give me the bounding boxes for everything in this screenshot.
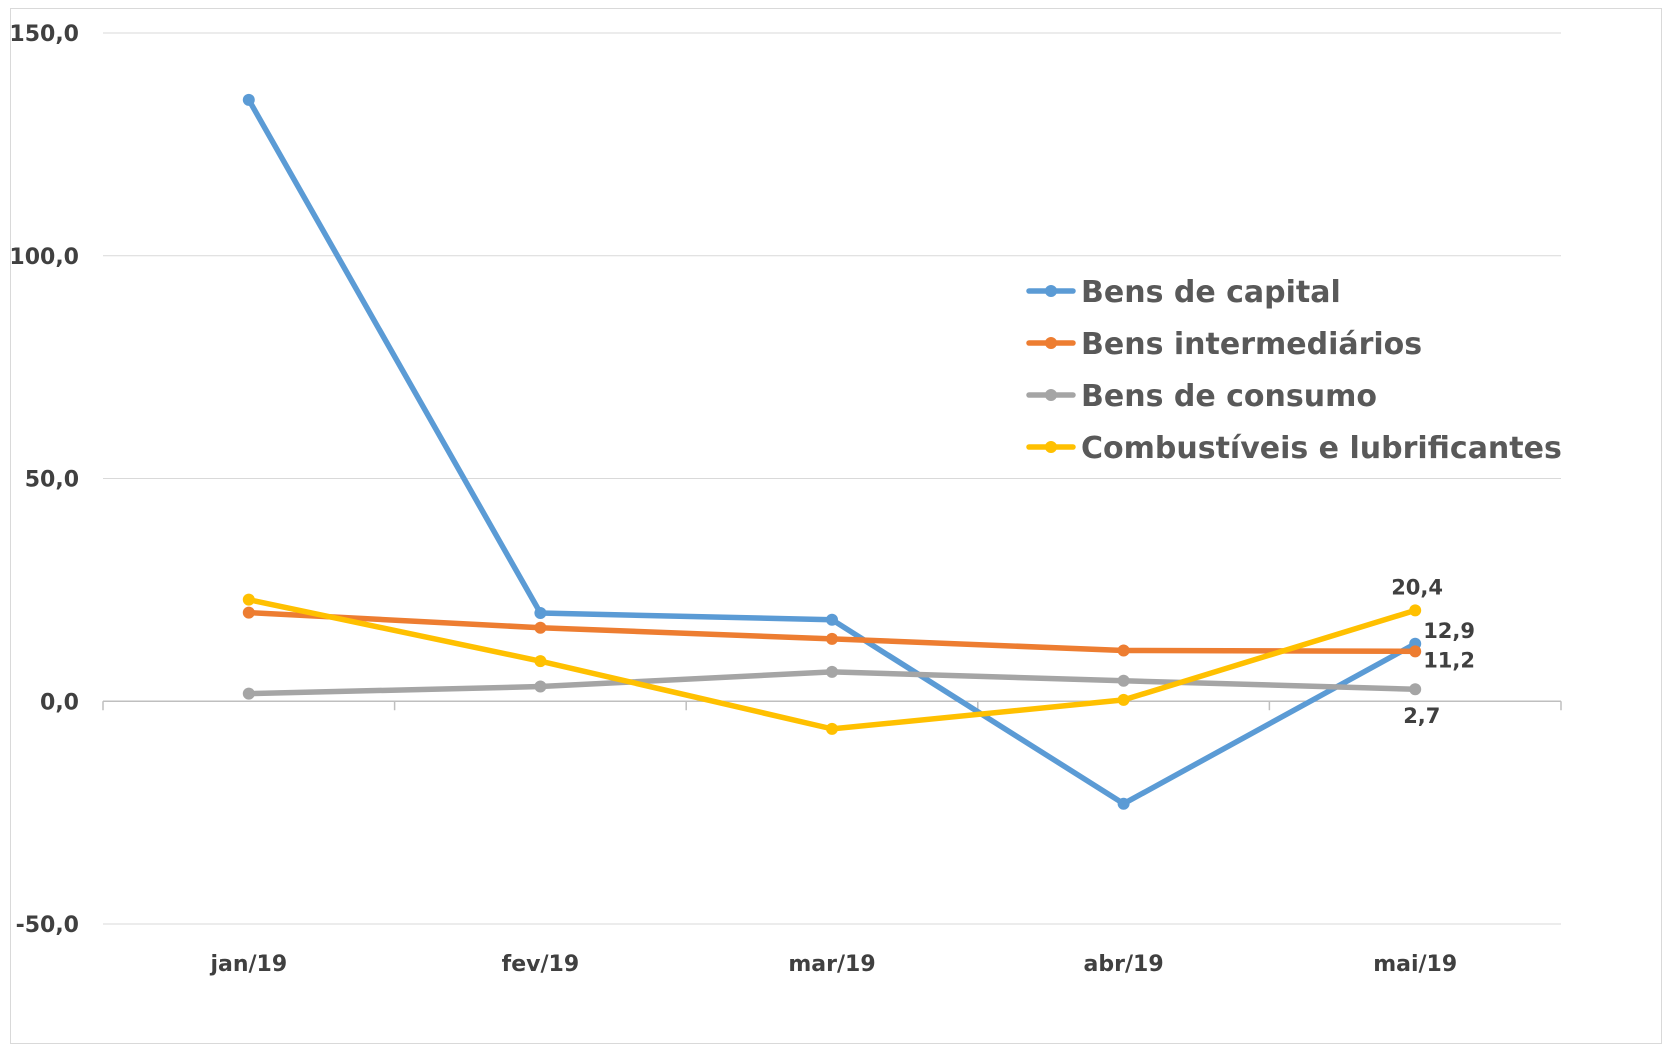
x-tick-label: abr/19	[1084, 952, 1164, 977]
data-point	[242, 687, 255, 700]
y-tick-label: 50,0	[25, 468, 79, 493]
data-point	[242, 606, 255, 619]
data-point	[1409, 683, 1422, 696]
series-3	[242, 665, 1422, 700]
data-point	[242, 593, 255, 606]
y-tick-label: 0,0	[40, 690, 79, 715]
data-point	[1117, 797, 1130, 810]
series-4	[242, 593, 1422, 735]
legend-swatch-marker	[1045, 285, 1057, 297]
legend-item: Combustíveis e lubrificantes	[1026, 431, 1562, 466]
x-tick-label: jan/19	[209, 952, 287, 977]
data-point	[826, 613, 838, 626]
data-point	[534, 655, 547, 668]
x-tick-label: mai/19	[1373, 952, 1457, 977]
x-tick-label: mar/19	[788, 952, 875, 977]
legend-label: Bens de consumo	[1081, 379, 1377, 414]
x-tick-label: fev/19	[502, 952, 579, 977]
data-point	[826, 632, 838, 645]
data-point	[826, 665, 838, 678]
data-point	[534, 621, 547, 634]
legend-label: Combustíveis e lubrificantes	[1081, 431, 1562, 466]
y-tick-label: 100,0	[11, 245, 79, 270]
data-point	[826, 722, 838, 735]
data-point	[1117, 644, 1130, 657]
data-label: 2,7	[1403, 704, 1440, 728]
data-label: 12,9	[1423, 619, 1475, 643]
data-point	[1117, 674, 1130, 687]
chart-frame: 150,0 100,0 50,0 0,0 -50,0 jan/19 fev/19 mar/1…	[10, 8, 1662, 1044]
legend: Bens de capital Bens intermediários Bens d…	[1026, 275, 1562, 466]
gridlines	[103, 32, 1561, 925]
series-2	[242, 606, 1422, 658]
data-point	[1409, 604, 1422, 617]
legend-label: Bens intermediários	[1081, 327, 1422, 362]
data-point	[1409, 645, 1422, 658]
x-axis	[102, 700, 1562, 711]
data-label: 11,2	[1423, 648, 1475, 672]
legend-item: Bens de capital	[1026, 275, 1341, 310]
y-tick-label: -50,0	[16, 913, 79, 938]
legend-label: Bens de capital	[1081, 275, 1341, 310]
legend-swatch-marker	[1045, 441, 1057, 453]
series-1	[242, 93, 1422, 810]
data-labels: 12,9 11,2 2,7 20,4	[1391, 575, 1475, 728]
data-label: 20,4	[1391, 575, 1443, 599]
data-point	[534, 607, 547, 620]
legend-swatch-marker	[1045, 337, 1057, 349]
y-tick-label: 150,0	[11, 22, 79, 47]
x-axis-ticks: jan/19 fev/19 mar/19 abr/19 mai/19	[209, 952, 1457, 977]
data-point	[534, 680, 547, 693]
line-chart: 150,0 100,0 50,0 0,0 -50,0 jan/19 fev/19 mar/1…	[11, 22, 1562, 977]
data-point	[242, 93, 255, 106]
legend-item: Bens intermediários	[1026, 327, 1422, 362]
y-axis-ticks: 150,0 100,0 50,0 0,0 -50,0	[11, 22, 79, 938]
series-group	[242, 93, 1422, 810]
legend-item: Bens de consumo	[1026, 379, 1377, 414]
legend-swatch-marker	[1045, 389, 1057, 401]
data-point	[1117, 693, 1130, 706]
